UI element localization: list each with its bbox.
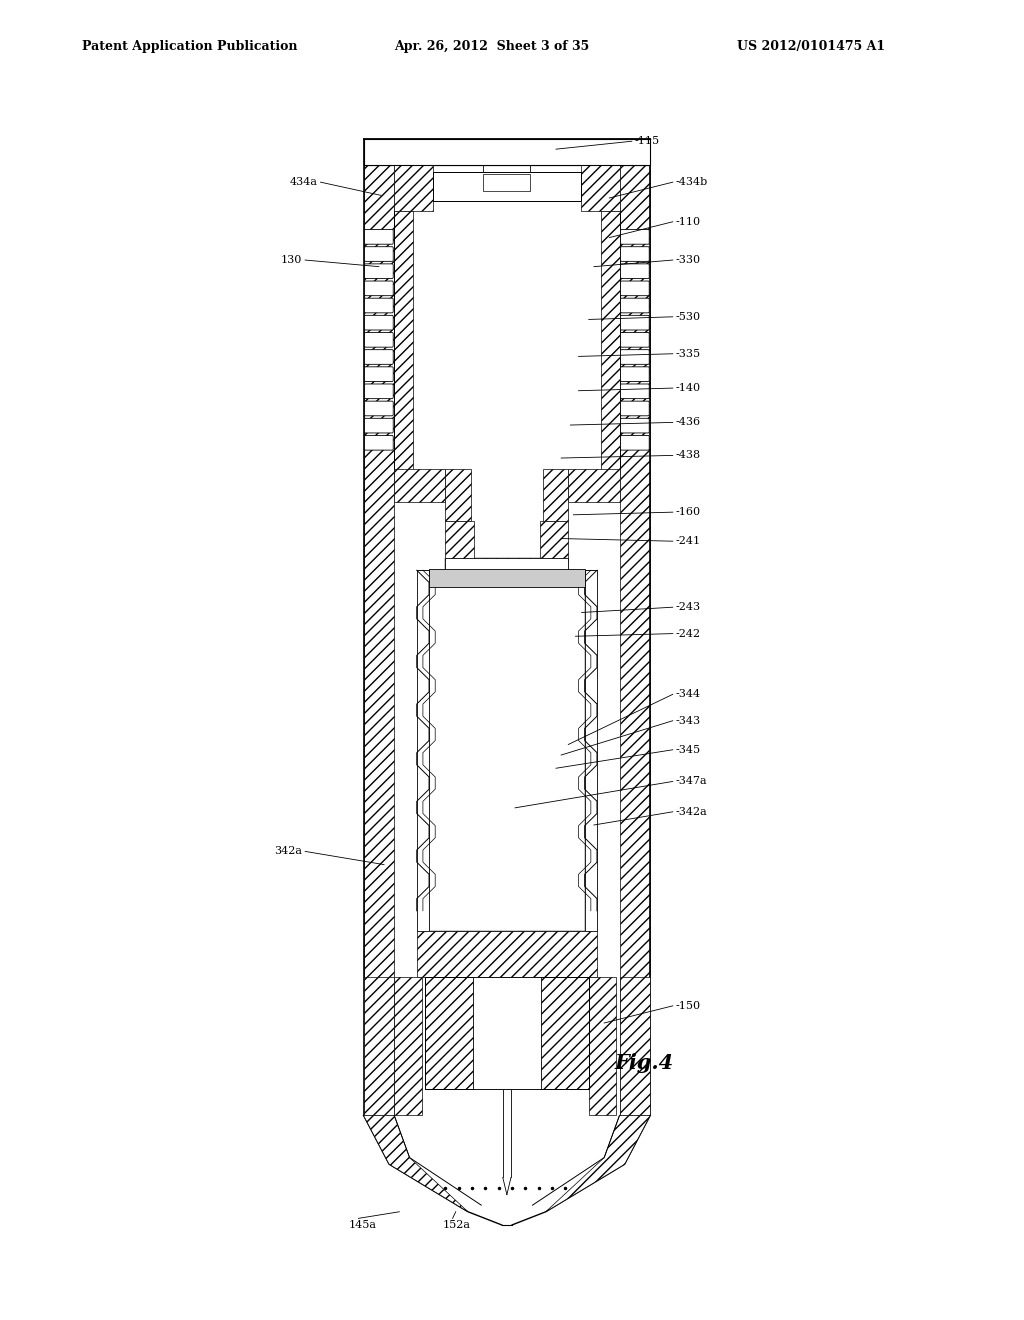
FancyBboxPatch shape	[365, 315, 393, 330]
FancyBboxPatch shape	[365, 367, 393, 381]
Bar	[433, 172, 581, 201]
Bar	[543, 469, 568, 521]
Bar	[394, 469, 445, 502]
Text: 342a: 342a	[274, 846, 302, 857]
Bar	[445, 558, 568, 572]
FancyBboxPatch shape	[621, 264, 649, 279]
Text: 145a: 145a	[348, 1220, 376, 1230]
Text: 152a: 152a	[442, 1220, 470, 1230]
Text: -335: -335	[676, 348, 701, 359]
Bar	[585, 570, 597, 931]
Bar	[364, 139, 650, 165]
FancyBboxPatch shape	[365, 418, 393, 433]
Text: -241: -241	[676, 536, 701, 546]
Bar	[620, 977, 650, 1115]
Bar	[364, 139, 394, 1115]
Text: 434a: 434a	[290, 177, 317, 187]
Bar	[445, 521, 474, 561]
Text: -140: -140	[676, 383, 701, 393]
FancyBboxPatch shape	[621, 298, 649, 313]
FancyBboxPatch shape	[365, 401, 393, 416]
Bar	[417, 570, 429, 931]
Text: -110: -110	[676, 216, 701, 227]
Bar	[425, 977, 589, 1089]
FancyBboxPatch shape	[365, 384, 393, 399]
FancyBboxPatch shape	[621, 401, 649, 416]
FancyBboxPatch shape	[621, 315, 649, 330]
FancyBboxPatch shape	[621, 418, 649, 433]
Text: -436: -436	[676, 417, 701, 428]
FancyBboxPatch shape	[365, 281, 393, 296]
FancyBboxPatch shape	[365, 350, 393, 364]
Bar	[364, 977, 394, 1115]
Text: -438: -438	[676, 450, 701, 461]
Text: -242: -242	[676, 628, 701, 639]
Bar	[429, 569, 585, 587]
FancyBboxPatch shape	[621, 384, 649, 399]
FancyBboxPatch shape	[365, 230, 393, 244]
Bar	[620, 139, 650, 1115]
Bar	[589, 977, 616, 1115]
Bar	[568, 469, 620, 502]
Polygon shape	[364, 1115, 468, 1212]
Text: US 2012/0101475 A1: US 2012/0101475 A1	[737, 40, 886, 53]
Text: -115: -115	[635, 136, 660, 147]
FancyBboxPatch shape	[621, 436, 649, 450]
FancyBboxPatch shape	[621, 333, 649, 347]
Text: -243: -243	[676, 602, 701, 612]
Bar	[433, 172, 581, 201]
Bar	[581, 161, 620, 211]
Bar	[483, 174, 530, 191]
FancyBboxPatch shape	[621, 247, 649, 261]
FancyBboxPatch shape	[365, 264, 393, 279]
Text: -345: -345	[676, 744, 701, 755]
Text: -347a: -347a	[676, 776, 708, 787]
Bar	[425, 977, 589, 1089]
Text: Apr. 26, 2012  Sheet 3 of 35: Apr. 26, 2012 Sheet 3 of 35	[394, 40, 590, 53]
Text: Fig.4: Fig.4	[614, 1052, 674, 1073]
FancyBboxPatch shape	[365, 298, 393, 313]
Bar	[445, 469, 471, 521]
Text: Patent Application Publication: Patent Application Publication	[82, 40, 297, 53]
FancyBboxPatch shape	[621, 350, 649, 364]
Text: -160: -160	[676, 507, 701, 517]
Text: -150: -150	[676, 1001, 701, 1011]
Bar	[429, 570, 585, 931]
Polygon shape	[546, 1115, 650, 1212]
Bar	[445, 558, 568, 572]
Bar	[394, 977, 422, 1115]
Text: -342a: -342a	[676, 807, 708, 817]
FancyBboxPatch shape	[365, 436, 393, 450]
FancyBboxPatch shape	[621, 367, 649, 381]
Text: -530: -530	[676, 312, 701, 322]
FancyBboxPatch shape	[621, 230, 649, 244]
Text: -330: -330	[676, 255, 701, 265]
Bar	[364, 139, 650, 165]
Bar	[601, 211, 620, 475]
Bar	[417, 931, 597, 977]
FancyBboxPatch shape	[365, 247, 393, 261]
Bar	[394, 211, 413, 475]
FancyBboxPatch shape	[621, 281, 649, 296]
Bar	[394, 161, 433, 211]
Bar	[473, 977, 541, 1089]
FancyBboxPatch shape	[365, 333, 393, 347]
Text: -434b: -434b	[676, 177, 708, 187]
Text: -343: -343	[676, 715, 701, 726]
Text: 130: 130	[281, 255, 302, 265]
Text: -344: -344	[676, 689, 701, 700]
Bar	[540, 521, 568, 561]
